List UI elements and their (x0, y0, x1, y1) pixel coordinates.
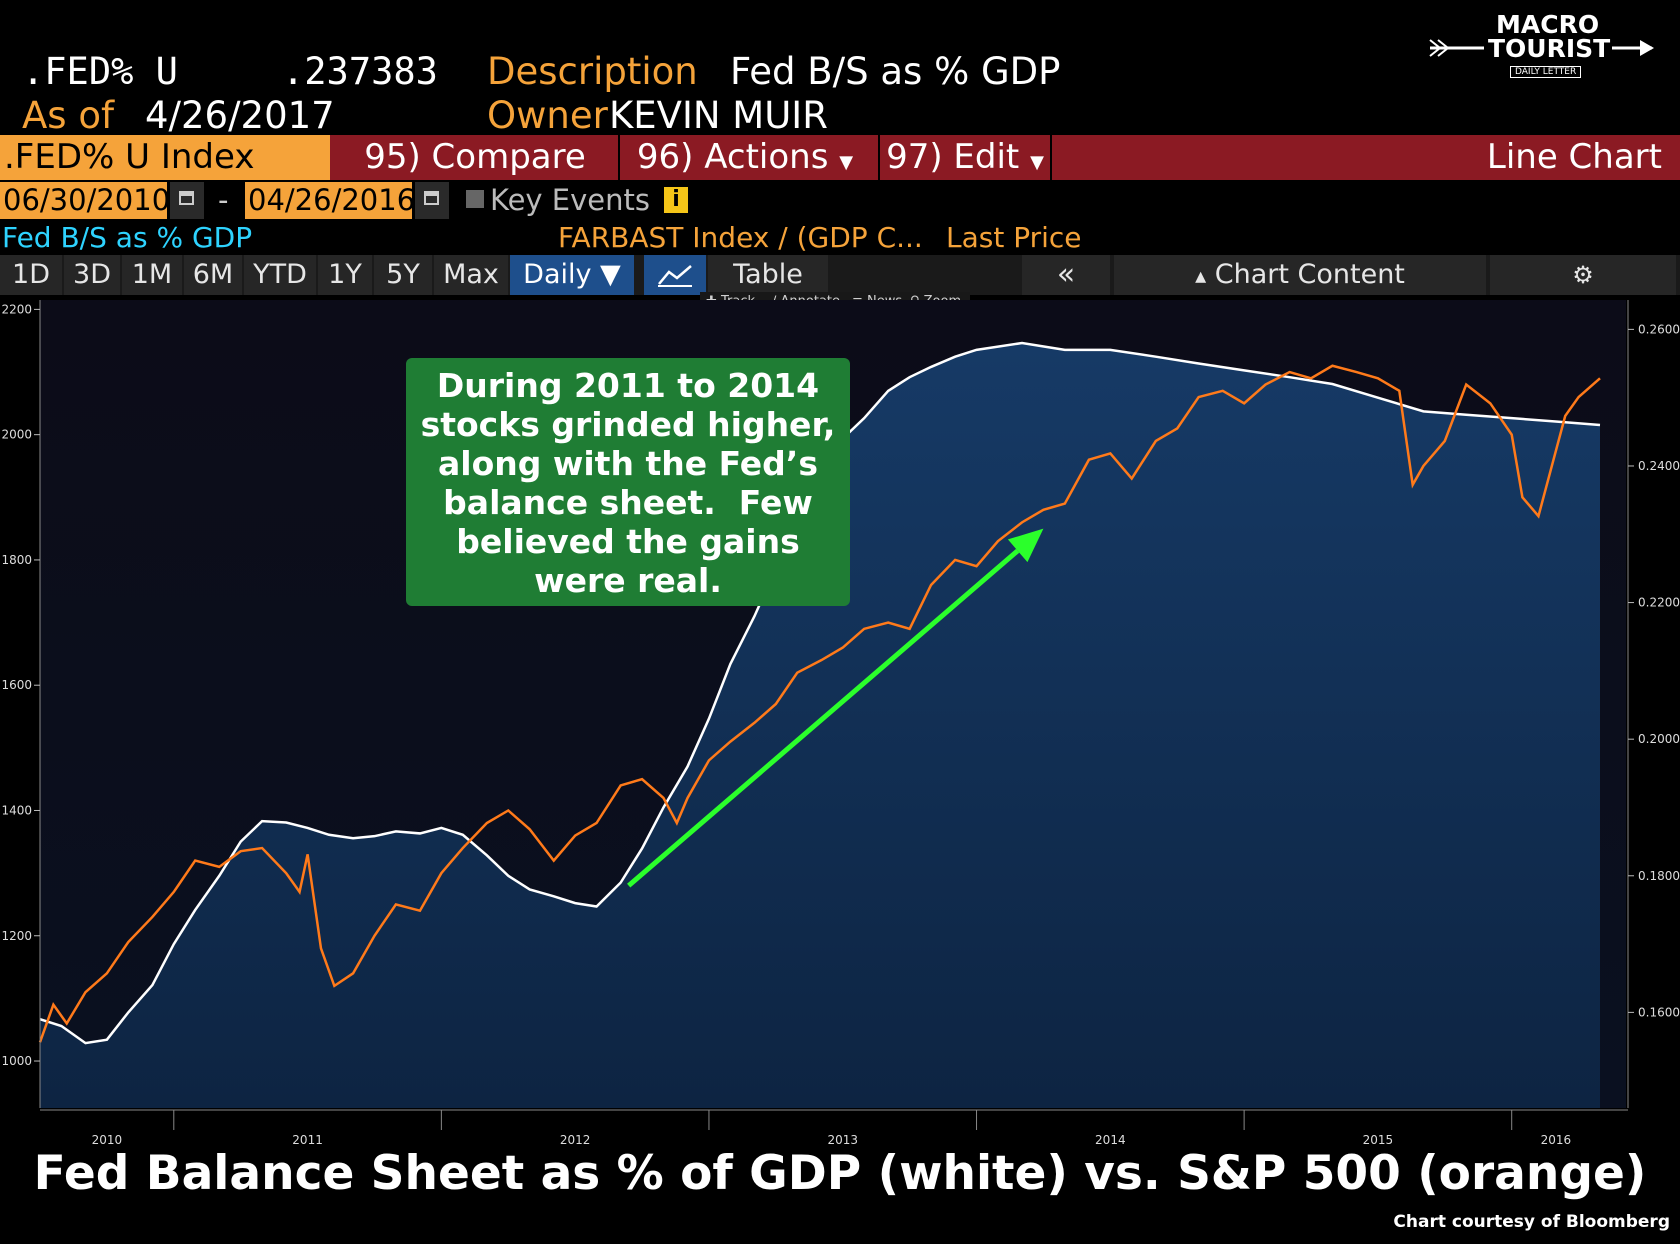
tab-1y[interactable]: 1Y (318, 255, 372, 295)
tab-1d[interactable]: 1D (0, 255, 62, 295)
chart-content-label: Chart Content (1214, 259, 1405, 290)
left-tick-label: 2000 (1, 428, 32, 442)
series-line-fed-bs-gdp (39, 341, 1601, 1045)
x-tick-label: 2012 (560, 1133, 591, 1147)
chart-type-label[interactable]: Line Chart (1486, 137, 1662, 177)
line-chart-icon[interactable] (644, 255, 706, 295)
start-date-input[interactable]: 06/30/2010 (0, 182, 170, 219)
ticker-value: .237383 (282, 50, 438, 93)
left-series-label: Fed B/S as % GDP (2, 221, 253, 254)
fed-area-fill (40, 343, 1600, 1108)
key-events-checkbox[interactable] (466, 190, 484, 208)
as-of-label: As of (22, 94, 115, 137)
chevron-down-icon: ▼ (839, 152, 854, 173)
chevron-down-icon: ▼ (1030, 152, 1044, 173)
tab-ytd[interactable]: YTD (244, 255, 316, 295)
annotation-line-5: believed the gains (456, 522, 800, 561)
owner-value: KEVIN MUIR (609, 94, 828, 137)
end-date-input[interactable]: 04/26/2016 (245, 182, 415, 219)
right-series-label: FARBAST Index / (GDP C... (558, 221, 923, 254)
logo-arrow-icon (1429, 14, 1654, 72)
toolbar: .FED% U Index 95) Compare 96) Actions ▼ … (0, 135, 1680, 180)
owner-label: Owner (487, 94, 608, 137)
x-tick-label: 2013 (827, 1133, 858, 1147)
left-tick-label: 1600 (1, 678, 32, 692)
left-tick-label: 1800 (1, 553, 32, 567)
x-tick-label: 2014 (1095, 1133, 1126, 1147)
as-of-date: 4/26/2017 (145, 94, 335, 137)
annotation-line-4: balance sheet. Few (443, 483, 813, 522)
compare-button[interactable]: 95) Compare (364, 137, 586, 177)
logo-line2: TOURIST (1488, 34, 1611, 63)
chart-content-button[interactable]: ▴ Chart Content (1114, 255, 1486, 295)
annotation-line-6: were real. (534, 561, 722, 600)
annotation-line-3: along with the Fed’s (438, 444, 818, 483)
info-icon[interactable]: i (664, 187, 688, 213)
tab-3d[interactable]: 3D (64, 255, 120, 295)
tab-5y[interactable]: 5Y (374, 255, 432, 295)
right-tick-label: 0.1600 (1638, 1005, 1680, 1019)
annotation-arrow-head (1007, 528, 1044, 563)
description-value: Fed B/S as % GDP (730, 50, 1061, 93)
gear-icon[interactable]: ⚙ (1490, 255, 1676, 295)
annotation-line-2: stocks grinded higher, (420, 405, 836, 444)
chart-caption: Fed Balance Sheet as % of GDP (white) vs… (33, 1146, 1647, 1201)
right-tick-label: 0.2600 (1638, 322, 1680, 336)
tab-6m[interactable]: 6M (184, 255, 242, 295)
x-tick-label: 2015 (1363, 1133, 1394, 1147)
period-tabs: 1D 3D 1M 6M YTD 1Y 5Y Max Daily ▼ Table … (0, 255, 1680, 295)
left-tick-label: 1200 (1, 929, 32, 943)
actions-button[interactable]: 96) Actions ▼ (620, 135, 870, 180)
logo-line1: MACRO (1496, 10, 1600, 39)
left-tick-label: 1000 (1, 1054, 32, 1068)
x-tick-label: 2011 (292, 1133, 323, 1147)
chart-content-icon: ▴ (1195, 264, 1207, 289)
annotation-box: During 2011 to 2014 stocks grinded highe… (406, 358, 850, 606)
right-tick-label: 0.2000 (1638, 732, 1680, 746)
x-tick-label: 2016 (1541, 1133, 1572, 1147)
tab-1m[interactable]: 1M (122, 255, 182, 295)
index-field[interactable]: .FED% U Index (0, 135, 330, 180)
macro-tourist-logo: MACRO TOURIST DAILY LETTER (1426, 10, 1656, 90)
range-separator: - (218, 183, 229, 217)
description-label: Description (487, 50, 698, 93)
ticker: .FED% U (22, 50, 178, 93)
logo-line3: DAILY LETTER (1510, 66, 1582, 78)
tab-table[interactable]: Table (708, 255, 828, 295)
annotation-arrow-shaft (627, 548, 1020, 888)
tab-max[interactable]: Max (434, 255, 508, 295)
calendar-icon[interactable] (170, 182, 204, 219)
frequency-dropdown[interactable]: Daily ▼ (510, 255, 634, 295)
x-tick-label: 2010 (92, 1133, 123, 1147)
collapse-icon[interactable]: « (1022, 255, 1110, 295)
series-line-sp500 (38, 364, 1601, 1043)
calendar-icon[interactable] (415, 182, 449, 219)
key-events-label: Key Events (490, 183, 650, 217)
edit-button[interactable]: 97) Edit ▼ (880, 135, 1050, 180)
left-tick-label: 2200 (1, 302, 32, 316)
right-tick-label: 0.2400 (1638, 459, 1680, 473)
right-tick-label: 0.1800 (1638, 869, 1680, 883)
credit-text: Chart courtesy of Bloomberg (1393, 1212, 1670, 1232)
edit-label: 97) Edit (886, 137, 1020, 177)
annotation-line-1: During 2011 to 2014 (436, 366, 820, 405)
price-label: Last Price (946, 221, 1082, 254)
left-tick-label: 1400 (1, 803, 32, 817)
right-tick-label: 0.2200 (1638, 596, 1680, 610)
actions-label: 96) Actions (636, 137, 829, 177)
